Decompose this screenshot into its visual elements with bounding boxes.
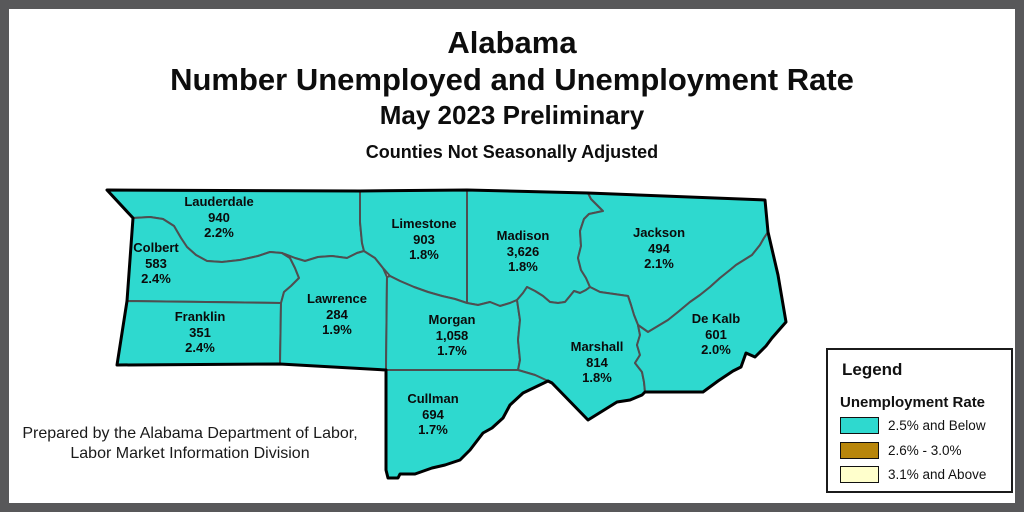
county-unemployed: 583 [145,255,167,271]
prepared-by-line2: Labor Market Information Division [70,445,310,462]
county-rate: 2.1% [644,256,674,271]
county-label-limestone: Limestone 903 1.8% [391,216,456,263]
county-label-colbert: Colbert 583 2.4% [133,240,179,287]
county-label-jackson: Jackson 494 2.1% [633,225,685,272]
county-rate: 1.7% [437,343,467,358]
county-name: Lauderdale [184,194,254,209]
county-name: Colbert [133,240,179,255]
county-unemployed: 494 [648,240,670,256]
county-unemployed: 3,626 [506,243,540,259]
county-name: Madison [496,228,550,243]
county-rate: 2.4% [141,271,171,286]
county-label-lauderdale: Lauderdale 940 2.2% [184,194,253,241]
title-main: Number Unemployed and Unemployment Rate [170,62,854,97]
county-label-marshall: Marshall 814 1.8% [571,339,624,386]
legend-item-label: 2.6% - 3.0% [888,443,962,458]
county-unemployed: 940 [208,209,230,225]
county-rate: 2.4% [185,340,215,355]
county-label-madison: Madison 3,626 1.8% [497,228,550,275]
county-label-cullman: Cullman 694 1.7% [407,391,458,438]
legend-swatch-low [840,417,879,434]
legend-item: 3.1% and Above [840,466,986,483]
title-note: Counties Not Seasonally Adjusted [365,142,659,162]
county-name: Franklin [174,309,226,324]
legend-item: 2.5% and Below [840,417,986,434]
county-label-morgan: Morgan 1,058 1.7% [429,312,476,359]
legend-item-label: 3.1% and Above [888,467,987,482]
county-unemployed: 1,058 [435,327,469,343]
legend-item: 2.6% - 3.0% [840,442,962,459]
state-outline [105,188,788,480]
county-unemployed: 814 [586,354,608,370]
legend-item-label: 2.5% and Below [888,418,986,433]
county-rate: 1.7% [418,422,448,437]
title-subtitle: May 2023 Preliminary [379,100,645,130]
legend-swatch-high [840,466,879,483]
county-unemployed: 903 [413,231,435,247]
county-rate: 1.8% [582,370,612,385]
county-name: Cullman [407,391,459,406]
county-rate: 2.0% [701,342,731,357]
county-unemployed: 351 [189,324,211,340]
county-name: Lawrence [307,291,367,306]
county-rate: 1.9% [322,322,352,337]
legend-subtitle: Unemployment Rate [840,394,986,411]
county-unemployed: 601 [705,326,727,342]
prepared-by: Prepared by the Alabama Department of La… [22,424,357,464]
county-unemployed: 694 [422,406,444,422]
county-name: Marshall [570,339,624,354]
legend-title: Legend [842,360,903,379]
county-name: Jackson [632,225,686,240]
county-name: Limestone [391,216,457,231]
prepared-by-line1: Prepared by the Alabama Department of La… [22,425,358,442]
county-rate: 1.8% [409,247,439,262]
county-name: Morgan [428,312,476,327]
county-label-dekalb: De Kalb 601 2.0% [692,311,740,358]
title-state: Alabama [447,25,577,60]
county-unemployed: 284 [326,306,348,322]
legend-box: Legend Unemployment Rate 2.5% and Below … [826,348,1013,493]
county-label-lawrence: Lawrence 284 1.9% [307,291,367,338]
county-label-franklin: Franklin 351 2.4% [175,309,226,356]
county-name: De Kalb [691,311,741,326]
legend-swatch-mid [840,442,879,459]
county-rate: 1.8% [508,259,538,274]
county-rate: 2.2% [204,225,234,240]
